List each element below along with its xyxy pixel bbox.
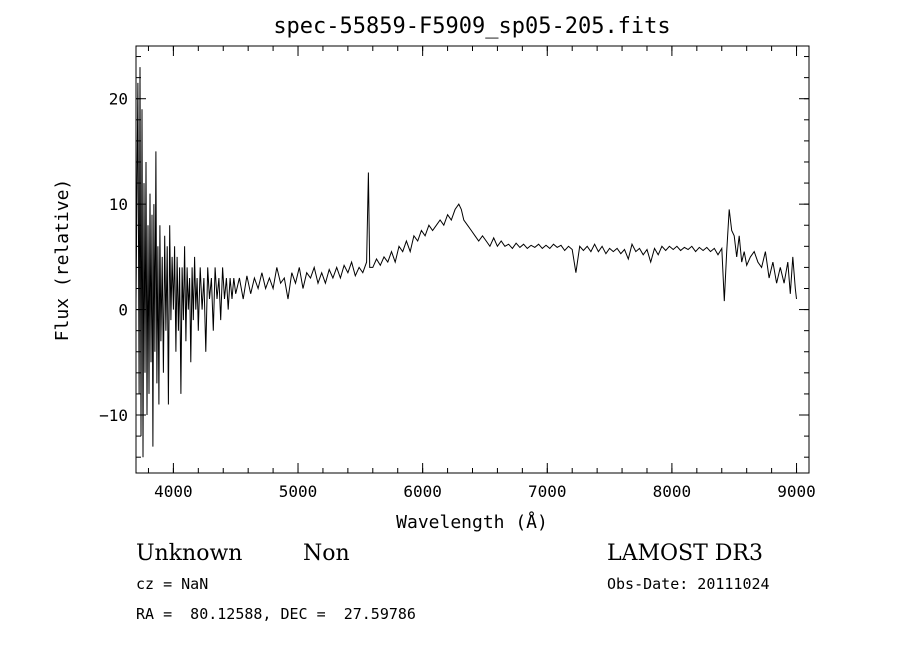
y-tick-label: 0 [118, 301, 128, 320]
spectrum-line [135, 67, 797, 458]
y-tick-label: −10 [99, 406, 128, 425]
y-axis-label: Flux (relative) [52, 179, 73, 342]
y-tick-label: 20 [109, 90, 128, 109]
x-tick-label: 8000 [653, 482, 692, 501]
x-axis: 4000 5000 6000 7000 8000 9000 [147, 46, 816, 501]
x-axis-label: Wavelength (Å) [396, 511, 548, 533]
x-tick-label: 9000 [777, 482, 816, 501]
object-subclass: Non [303, 541, 350, 566]
x-tick-label: 6000 [403, 482, 442, 501]
chart-title: spec-55859-F5909_sp05-205.fits [273, 14, 670, 39]
observation-date: Obs-Date: 20111024 [607, 575, 770, 593]
survey-name: LAMOST DR3 [607, 541, 763, 566]
x-tick-label: 7000 [528, 482, 567, 501]
series-layer [135, 67, 797, 458]
x-tick-label: 5000 [279, 482, 318, 501]
x-tick-label: 4000 [154, 482, 193, 501]
y-axis: −10 0 10 20 [99, 56, 809, 458]
object-class: Unknown [136, 541, 242, 566]
y-tick-label: 10 [109, 195, 128, 214]
plot-frame [135, 45, 810, 474]
coordinates: RA = 80.12588, DEC = 27.59786 [136, 605, 416, 623]
redshift-value: cz = NaN [136, 575, 208, 593]
